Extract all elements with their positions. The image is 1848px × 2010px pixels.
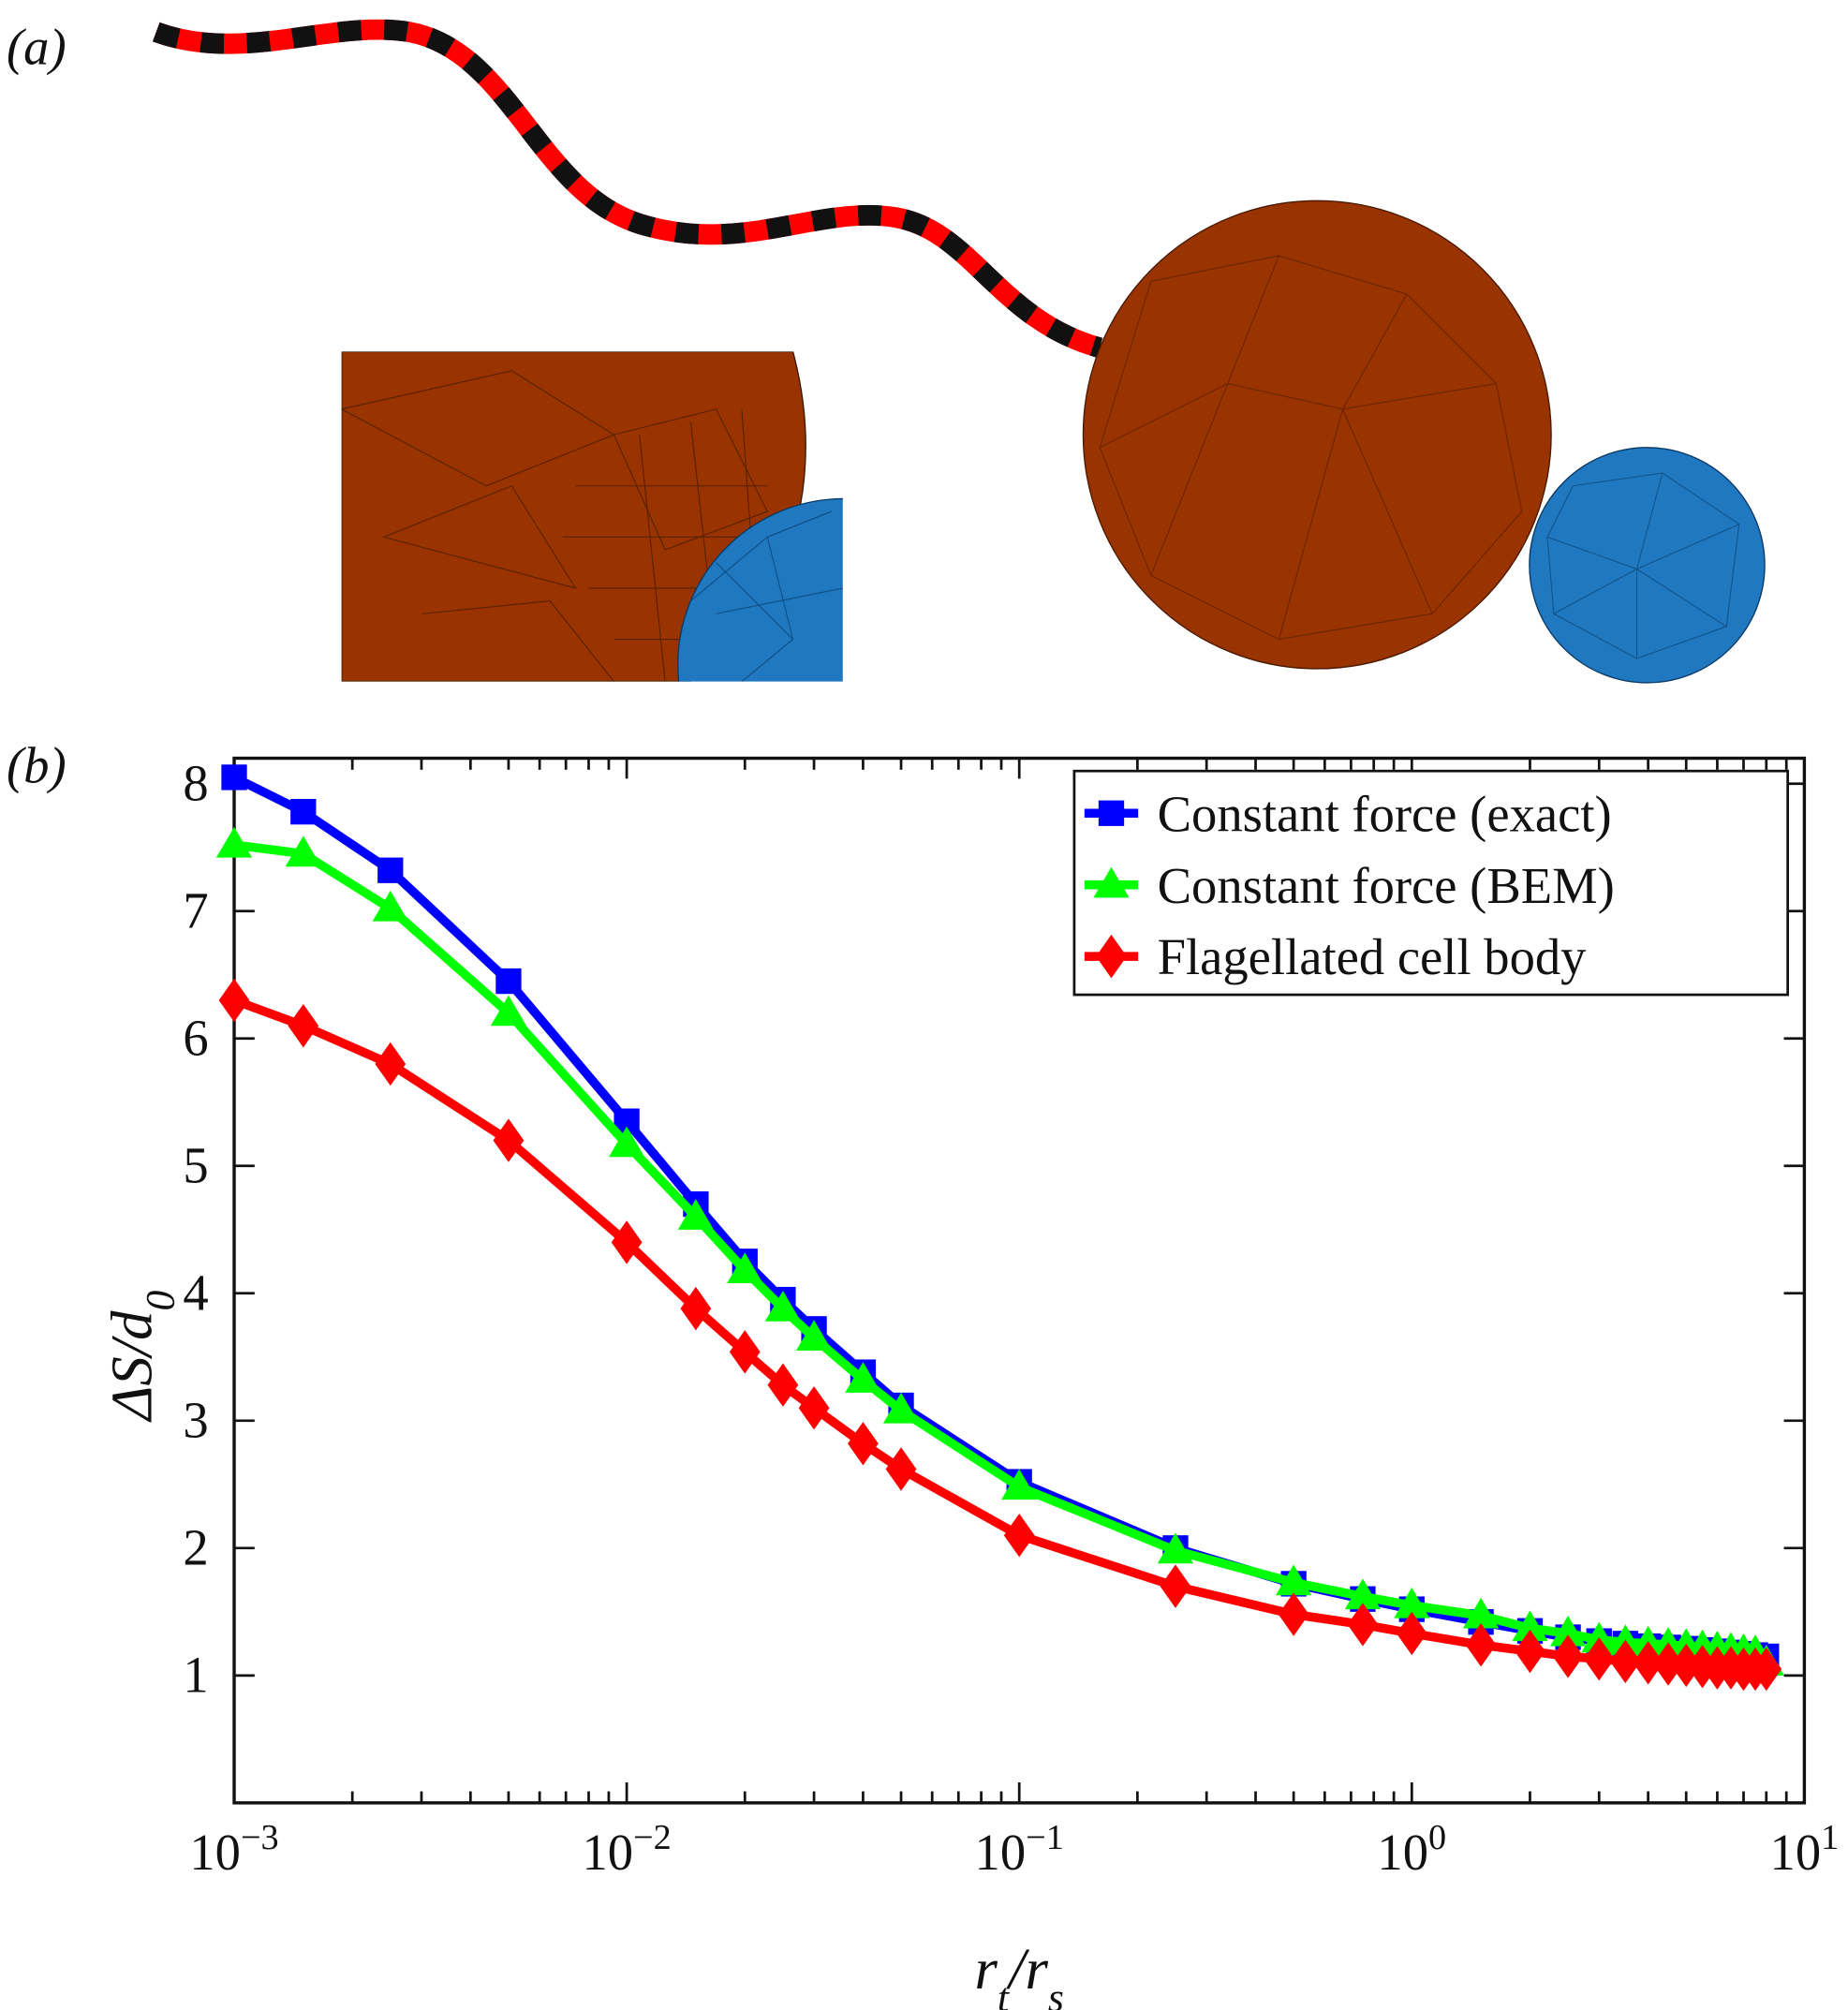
- data-point: [1003, 1514, 1035, 1558]
- series-line: [232, 996, 1767, 1674]
- x-tick-label: 10−3: [189, 1818, 278, 1881]
- data-point: [1276, 1564, 1312, 1596]
- small-sphere: [1529, 447, 1766, 684]
- series-diamond: [218, 978, 1782, 1692]
- data-point: [1344, 1578, 1382, 1610]
- data-point: [215, 826, 253, 858]
- y-tick-label: 3: [183, 1392, 208, 1449]
- data-point: [727, 1252, 763, 1283]
- data-point: [845, 1362, 881, 1393]
- cell-body-sphere: [1082, 200, 1552, 670]
- data-point: [848, 1422, 879, 1466]
- panel-b-label: (b): [7, 736, 67, 793]
- data-point: [1652, 1642, 1684, 1686]
- data-point: [1001, 1469, 1038, 1500]
- inset-mesh-zoom: [341, 351, 843, 682]
- data-point: [1552, 1634, 1584, 1678]
- data-point: [1462, 1597, 1500, 1629]
- y-tick-label: 2: [183, 1519, 208, 1576]
- legend-entry: Flagellated cell body: [1084, 928, 1588, 985]
- y-tick-label: 8: [183, 754, 208, 811]
- data-point: [1157, 1532, 1194, 1564]
- data-point: [764, 1290, 801, 1322]
- x-tick-label: 10−1: [975, 1818, 1064, 1881]
- data-point: [221, 764, 247, 791]
- panel-a-label: (a): [7, 18, 67, 75]
- legend-label: Constant force (BEM): [1158, 857, 1615, 914]
- data-point: [1278, 1592, 1309, 1636]
- data-point: [218, 978, 250, 1023]
- data-point: [885, 1447, 917, 1491]
- y-tick-label: 1: [183, 1647, 208, 1704]
- data-point: [495, 968, 522, 995]
- y-tick-label: 5: [183, 1137, 208, 1194]
- panel-b: (b) 10−3 10−2 10−1 100 101 1 2 3 4 5 6 7 8 ΔS/d0 rt…: [7, 736, 1839, 2010]
- data-point: [1583, 1636, 1615, 1681]
- panel-a: (a): [7, 18, 1766, 684]
- data-point: [1512, 1610, 1548, 1642]
- x-tick-label: 101: [1770, 1818, 1840, 1881]
- data-point: [1160, 1564, 1191, 1608]
- legend-marker: [1093, 866, 1130, 898]
- flagellum-segments: [152, 19, 1103, 358]
- legend-marker: [1096, 934, 1127, 979]
- data-point: [1633, 1641, 1664, 1685]
- data-point: [377, 857, 404, 883]
- data-point: [729, 1330, 761, 1374]
- legend-marker: [1098, 800, 1125, 826]
- data-point: [608, 1126, 645, 1158]
- data-point: [680, 1286, 712, 1331]
- data-point: [288, 1003, 319, 1048]
- data-point: [795, 1320, 833, 1352]
- data-point: [882, 1392, 920, 1424]
- series-layer: [215, 764, 1784, 1692]
- x-tick-label: 10−2: [582, 1818, 671, 1881]
- data-point: [1549, 1615, 1587, 1647]
- legend-label: Flagellated cell body: [1158, 928, 1588, 985]
- data-point: [1396, 1611, 1427, 1656]
- y-tick-labels: 1 2 3 4 5 6 7 8: [183, 754, 208, 1703]
- y-tick-label: 7: [183, 881, 208, 938]
- flagellum: [152, 19, 1103, 358]
- data-point: [677, 1199, 715, 1230]
- data-point: [1515, 1629, 1545, 1674]
- x-tick-label: 100: [1377, 1818, 1446, 1881]
- legend-entry: Constant force (BEM): [1084, 857, 1615, 914]
- y-tick-label: 6: [183, 1010, 208, 1067]
- data-point: [372, 890, 408, 922]
- data-point: [490, 995, 527, 1027]
- data-point: [375, 1042, 407, 1086]
- data-point: [798, 1385, 830, 1430]
- data-point: [1609, 1639, 1641, 1684]
- legend: Constant force (exact) Constant force (BE…: [1072, 769, 1790, 997]
- y-tick-label: 4: [183, 1264, 208, 1322]
- data-point: [290, 799, 317, 825]
- data-point: [285, 835, 321, 867]
- data-point: [493, 1118, 525, 1162]
- data-point: [767, 1363, 799, 1407]
- legend-label: Constant force (exact): [1158, 785, 1612, 842]
- x-axis-label: rt/rs: [974, 1936, 1063, 2010]
- x-tick-labels: 10−3 10−2 10−1 100 101: [189, 1818, 1839, 1881]
- legend-entry: Constant force (exact): [1084, 785, 1612, 842]
- data-point: [1751, 1647, 1782, 1692]
- data-point: [1394, 1587, 1430, 1618]
- y-axis-label: ΔS/d0: [98, 1290, 183, 1423]
- data-point: [1465, 1622, 1497, 1667]
